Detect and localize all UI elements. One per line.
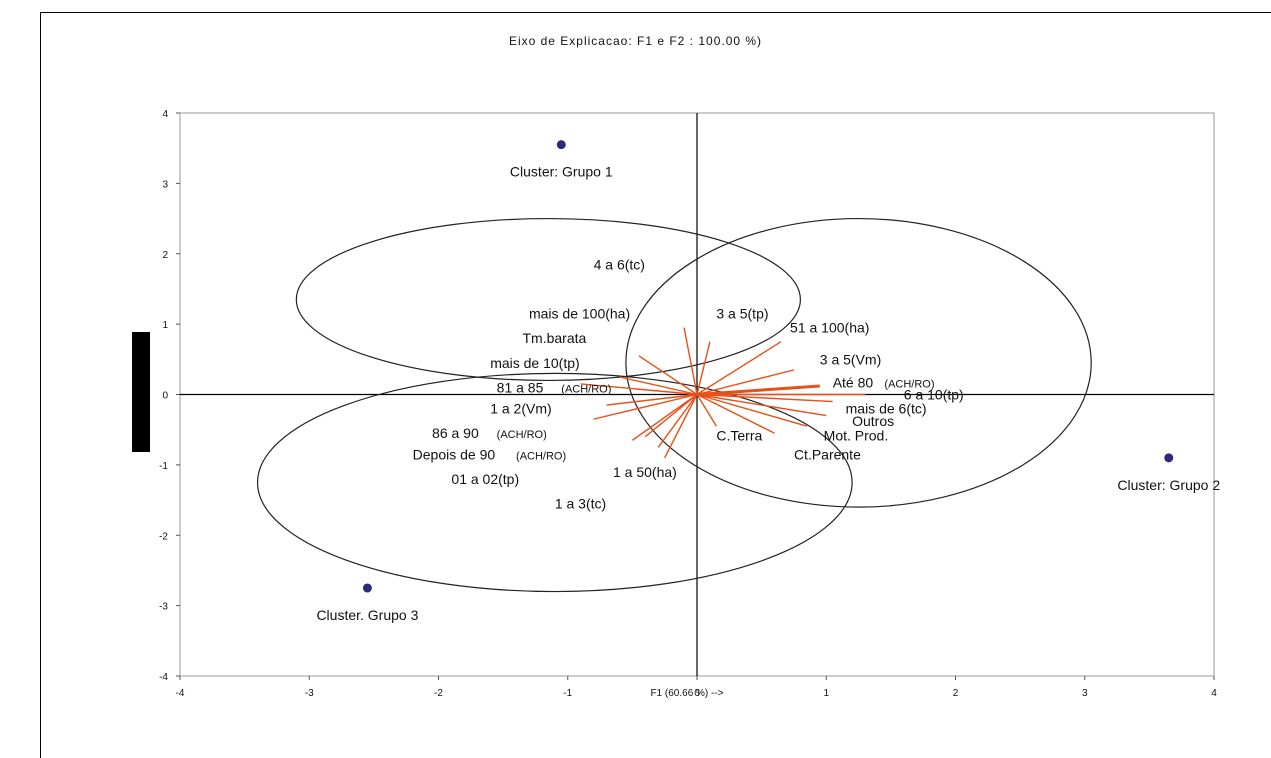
variable-vector bbox=[696, 393, 833, 403]
variable-vector bbox=[696, 393, 775, 434]
variable-label: (ACH/RO) bbox=[561, 383, 611, 395]
y-tick-label: -3 bbox=[159, 602, 168, 613]
variable-label: Outros bbox=[852, 413, 894, 429]
variable-label: (ACH/RO) bbox=[516, 450, 566, 462]
ellipse-layer bbox=[256, 217, 1092, 593]
variable-label: Depois de 90 bbox=[413, 446, 496, 462]
variable-vector bbox=[644, 393, 698, 438]
x-tick-label: -2 bbox=[434, 688, 443, 699]
variable-label: 3 a 5(Vm) bbox=[820, 351, 881, 367]
y-tick-label: 4 bbox=[162, 109, 168, 120]
cluster-point bbox=[362, 583, 372, 593]
x-tick-label: 0 bbox=[694, 688, 700, 699]
variable-label: Ct.Parente bbox=[794, 446, 861, 462]
label-layer: 4 a 6(tc) mais de 100(ha) 3 a 5(tp) 51 a 10… bbox=[413, 256, 964, 511]
variable-vector bbox=[696, 341, 782, 396]
chart-title: Eixo de Explicacao: F1 e F2 : 100.00 %) bbox=[508, 34, 763, 48]
cluster-ellipse bbox=[625, 217, 1092, 508]
side-bar-marker bbox=[132, 332, 150, 452]
variable-vector bbox=[657, 394, 698, 448]
variable-vector bbox=[619, 376, 698, 396]
cluster-label: Cluster: Grupo 1 bbox=[510, 164, 613, 180]
variable-label: (ACH/RO) bbox=[884, 379, 934, 391]
variable-vector bbox=[683, 327, 698, 395]
y-tick-label: -2 bbox=[159, 531, 168, 542]
variable-label: 6 a 10(tp) bbox=[904, 387, 964, 403]
variable-vector bbox=[696, 369, 795, 396]
variable-label: 4 a 6(tc) bbox=[594, 256, 645, 272]
chart-frame bbox=[40, 12, 1271, 758]
variable-label: 51 a 100(ha) bbox=[790, 320, 869, 336]
variable-label: Tm.barata bbox=[523, 330, 587, 346]
variable-vector bbox=[696, 393, 827, 417]
cluster-label: Cluster. Grupo 3 bbox=[316, 607, 418, 623]
variable-vector bbox=[580, 383, 698, 396]
variable-vector bbox=[606, 393, 698, 406]
y-tick-label: 3 bbox=[162, 179, 168, 190]
cluster-ellipse bbox=[295, 217, 801, 382]
cluster-layer: Cluster: Grupo 1 Cluster: Grupo 2 Cluster.… bbox=[316, 140, 1220, 623]
cluster-ellipse bbox=[256, 372, 853, 593]
x-tick-label: 3 bbox=[1082, 688, 1088, 699]
variable-label: 1 a 3(tc) bbox=[555, 496, 606, 512]
y-tick-label: 1 bbox=[162, 320, 168, 331]
variable-label: mais de 10(tp) bbox=[490, 355, 579, 371]
variable-vector bbox=[631, 393, 698, 441]
variable-label: Mot. Prod. bbox=[824, 427, 889, 443]
variable-label: mais de 100(ha) bbox=[529, 306, 630, 322]
variable-label: 01 a 02(tp) bbox=[451, 471, 519, 487]
variable-label: 3 a 5(tp) bbox=[716, 306, 768, 322]
variable-vector bbox=[696, 393, 808, 427]
variable-label: mais de 6(tc) bbox=[846, 401, 927, 417]
variable-label: C.Terra bbox=[716, 427, 762, 443]
y-tick-label: 0 bbox=[162, 391, 168, 402]
x-tick-label: -3 bbox=[305, 688, 314, 699]
x-tick-label: -4 bbox=[176, 688, 185, 699]
variable-label: Até 80 bbox=[833, 375, 874, 391]
y-tick-label: 2 bbox=[162, 250, 168, 261]
x-tick-label: 2 bbox=[953, 688, 959, 699]
axes-layer: -4 -3 -2 -1 0 1 2 3 4 4 3 2 1 0 -1 -2 -3 -4 F1 (60.66 %) -… bbox=[159, 109, 1217, 699]
cluster-label: Cluster: Grupo 2 bbox=[1117, 477, 1220, 493]
variable-vector bbox=[696, 341, 711, 395]
variable-vector bbox=[638, 355, 698, 396]
variable-vector bbox=[696, 394, 717, 427]
cluster-point bbox=[556, 140, 566, 150]
variable-label: 1 a 50(ha) bbox=[613, 464, 677, 480]
variable-vector bbox=[664, 394, 698, 459]
variable-label: 86 a 90 bbox=[432, 425, 479, 441]
x-tick-label: 1 bbox=[823, 688, 829, 699]
variable-label: 81 a 85 bbox=[497, 379, 544, 395]
x-tick-label: -1 bbox=[563, 688, 572, 699]
vector-layer bbox=[580, 327, 866, 459]
variable-vector bbox=[593, 393, 698, 420]
cluster-point bbox=[1164, 453, 1174, 463]
x-axis-label: F1 (60.66 %) --> bbox=[650, 688, 723, 699]
variable-label: (ACH/RO) bbox=[497, 429, 547, 441]
y-tick-label: -4 bbox=[159, 672, 168, 683]
y-tick-label: -1 bbox=[159, 461, 168, 472]
variable-vector-emphasis bbox=[696, 384, 820, 396]
x-tick-label: 4 bbox=[1211, 688, 1217, 699]
variable-label: 1 a 2(Vm) bbox=[490, 401, 551, 417]
